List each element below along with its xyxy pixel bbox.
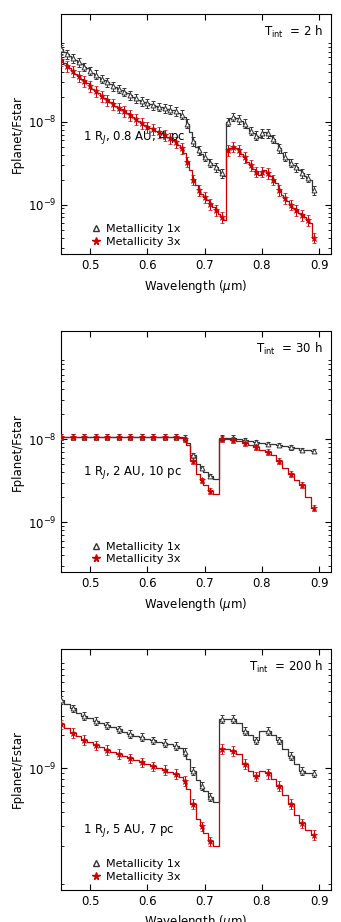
X-axis label: Wavelength ($\mu$m): Wavelength ($\mu$m): [145, 913, 248, 922]
X-axis label: Wavelength ($\mu$m): Wavelength ($\mu$m): [145, 596, 248, 612]
Text: 1 R$_J$, 0.8 AU, 4 pc: 1 R$_J$, 0.8 AU, 4 pc: [83, 129, 185, 147]
Y-axis label: Fplanet/Fstar: Fplanet/Fstar: [11, 730, 24, 809]
Legend: Metallicity 1x, Metallicity 3x: Metallicity 1x, Metallicity 3x: [88, 539, 183, 566]
Text: 1 R$_J$, 5 AU, 7 pc: 1 R$_J$, 5 AU, 7 pc: [83, 822, 174, 839]
Text: 1 R$_J$, 2 AU, 10 pc: 1 R$_J$, 2 AU, 10 pc: [83, 464, 182, 480]
Y-axis label: Fplanet/Fstar: Fplanet/Fstar: [11, 95, 24, 173]
Text: T$_{\rm int}$  = 30 h: T$_{\rm int}$ = 30 h: [256, 341, 323, 357]
Y-axis label: Fplanet/Fstar: Fplanet/Fstar: [11, 413, 24, 491]
X-axis label: Wavelength ($\mu$m): Wavelength ($\mu$m): [145, 278, 248, 295]
Legend: Metallicity 1x, Metallicity 3x: Metallicity 1x, Metallicity 3x: [88, 857, 183, 884]
Text: T$_{\rm int}$  = 2 h: T$_{\rm int}$ = 2 h: [264, 23, 323, 40]
Text: T$_{\rm int}$  = 200 h: T$_{\rm int}$ = 200 h: [249, 658, 323, 675]
Legend: Metallicity 1x, Metallicity 3x: Metallicity 1x, Metallicity 3x: [88, 221, 183, 249]
